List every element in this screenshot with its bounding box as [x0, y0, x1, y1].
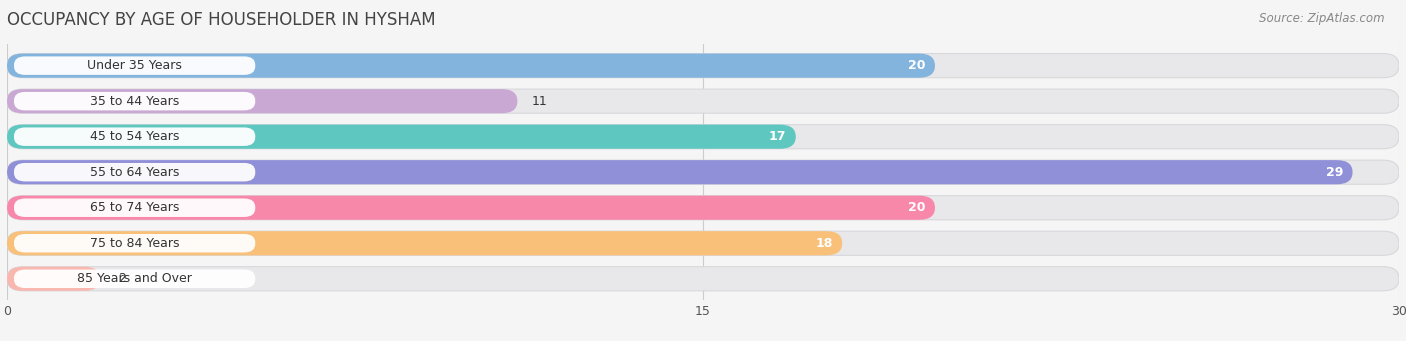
FancyBboxPatch shape	[14, 56, 256, 75]
FancyBboxPatch shape	[14, 128, 256, 146]
FancyBboxPatch shape	[7, 231, 842, 255]
FancyBboxPatch shape	[14, 198, 256, 217]
Text: Source: ZipAtlas.com: Source: ZipAtlas.com	[1260, 12, 1385, 25]
FancyBboxPatch shape	[7, 160, 1399, 184]
FancyBboxPatch shape	[7, 124, 796, 149]
Text: 45 to 54 Years: 45 to 54 Years	[90, 130, 180, 143]
FancyBboxPatch shape	[7, 89, 1399, 113]
FancyBboxPatch shape	[14, 269, 256, 288]
Text: 35 to 44 Years: 35 to 44 Years	[90, 95, 179, 108]
FancyBboxPatch shape	[7, 160, 1353, 184]
FancyBboxPatch shape	[7, 54, 935, 78]
FancyBboxPatch shape	[7, 267, 1399, 291]
Text: 20: 20	[908, 59, 925, 72]
FancyBboxPatch shape	[14, 92, 256, 110]
Text: 17: 17	[769, 130, 786, 143]
FancyBboxPatch shape	[7, 267, 100, 291]
Text: Under 35 Years: Under 35 Years	[87, 59, 181, 72]
FancyBboxPatch shape	[7, 89, 517, 113]
FancyBboxPatch shape	[7, 124, 1399, 149]
Text: OCCUPANCY BY AGE OF HOUSEHOLDER IN HYSHAM: OCCUPANCY BY AGE OF HOUSEHOLDER IN HYSHA…	[7, 11, 436, 29]
FancyBboxPatch shape	[7, 54, 1399, 78]
Text: 11: 11	[531, 95, 547, 108]
Text: 18: 18	[815, 237, 832, 250]
FancyBboxPatch shape	[7, 196, 935, 220]
Text: 29: 29	[1326, 166, 1343, 179]
FancyBboxPatch shape	[7, 231, 1399, 255]
Text: 75 to 84 Years: 75 to 84 Years	[90, 237, 180, 250]
Text: 2: 2	[118, 272, 127, 285]
FancyBboxPatch shape	[14, 163, 256, 181]
Text: 65 to 74 Years: 65 to 74 Years	[90, 201, 180, 214]
Text: 55 to 64 Years: 55 to 64 Years	[90, 166, 180, 179]
FancyBboxPatch shape	[7, 196, 1399, 220]
Text: 20: 20	[908, 201, 925, 214]
Text: 85 Years and Over: 85 Years and Over	[77, 272, 193, 285]
FancyBboxPatch shape	[14, 234, 256, 252]
